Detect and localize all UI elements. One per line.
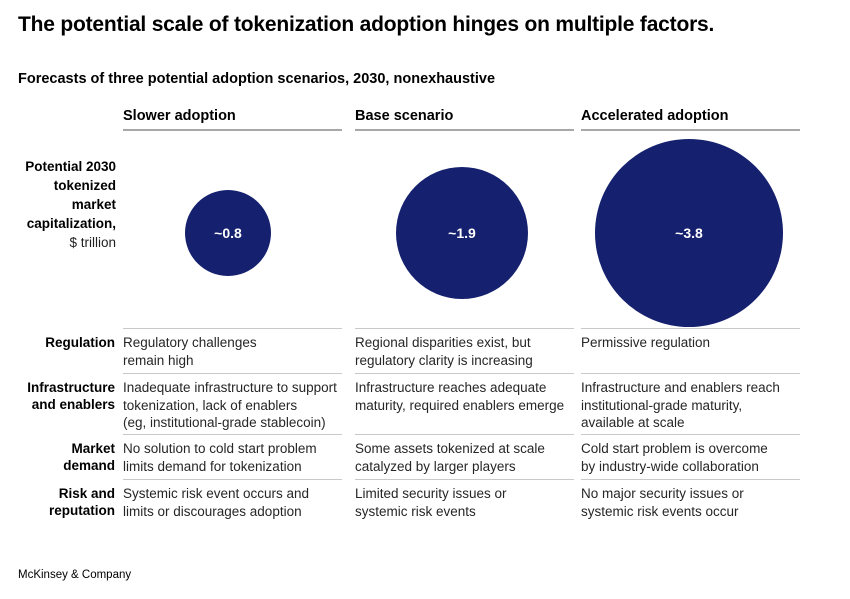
table-cell: No major security issues or systemic ris…: [581, 479, 800, 520]
column-rule: [581, 129, 800, 131]
table-cell: Cold start problem is overcome by indust…: [581, 434, 800, 475]
bubble-slower-adoption: ~0.8: [185, 190, 271, 276]
source-attribution: McKinsey & Company: [18, 569, 132, 581]
table-cell: Regulatory challenges remain high: [123, 328, 342, 369]
bubble-value-label: ~1.9: [448, 225, 476, 241]
table-cell: No solution to cold start problem limits…: [123, 434, 342, 475]
bubble-accelerated-adoption: ~3.8: [595, 139, 783, 327]
column-header-accelerated-adoption: Accelerated adoption: [581, 108, 729, 124]
bubble-base-scenario: ~1.9: [396, 167, 528, 299]
bubble-value-label: ~0.8: [214, 225, 242, 241]
row-label-regulation: Regulation: [45, 335, 115, 350]
table-cell: Inadequate infrastructure to support tok…: [123, 373, 342, 432]
table-cell: Regional disparities exist, but regulato…: [355, 328, 574, 369]
table-cell: Some assets tokenized at scale catalyzed…: [355, 434, 574, 475]
table-cell: Infrastructure and enablers reach instit…: [581, 373, 800, 432]
column-header-slower-adoption: Slower adoption: [123, 108, 236, 124]
axis-label-unit: $ trillion: [69, 235, 116, 250]
column-rule: [123, 129, 342, 131]
column-rule: [355, 129, 574, 131]
row-label-risk-reputation: Risk and reputation: [49, 486, 115, 518]
axis-label-market-cap: Potential 2030 tokenized market capitali…: [6, 138, 116, 271]
table-cell: Limited security issues or systemic risk…: [355, 479, 574, 520]
axis-label-text: Potential 2030 tokenized market capitali…: [25, 159, 116, 231]
bubble-value-label: ~3.8: [675, 225, 703, 241]
table-cell: Systemic risk event occurs and limits or…: [123, 479, 342, 520]
table-cell: Permissive regulation: [581, 328, 800, 352]
row-label-market-demand: Market demand: [63, 441, 115, 473]
page-title: The potential scale of tokenization adop…: [18, 13, 715, 36]
row-label-infrastructure: Infrastructure and enablers: [27, 380, 115, 412]
chart-subtitle: Forecasts of three potential adoption sc…: [18, 71, 496, 87]
table-cell: Infrastructure reaches adequate maturity…: [355, 373, 574, 414]
column-header-base-scenario: Base scenario: [355, 108, 454, 124]
